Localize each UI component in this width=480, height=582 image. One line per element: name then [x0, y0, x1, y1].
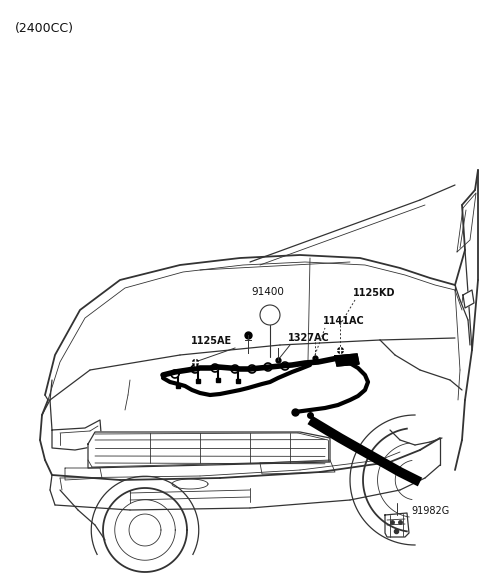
Text: (2400CC): (2400CC) — [15, 22, 74, 35]
Polygon shape — [385, 513, 409, 537]
Polygon shape — [335, 354, 359, 366]
Text: 1125KD: 1125KD — [353, 288, 396, 298]
Text: 91982G: 91982G — [411, 506, 449, 516]
Text: 1327AC: 1327AC — [288, 333, 330, 343]
Polygon shape — [88, 432, 330, 468]
Polygon shape — [463, 290, 474, 308]
Text: 1125AE: 1125AE — [191, 336, 232, 346]
Text: 91400: 91400 — [252, 287, 285, 297]
Text: 1141AC: 1141AC — [323, 316, 365, 326]
